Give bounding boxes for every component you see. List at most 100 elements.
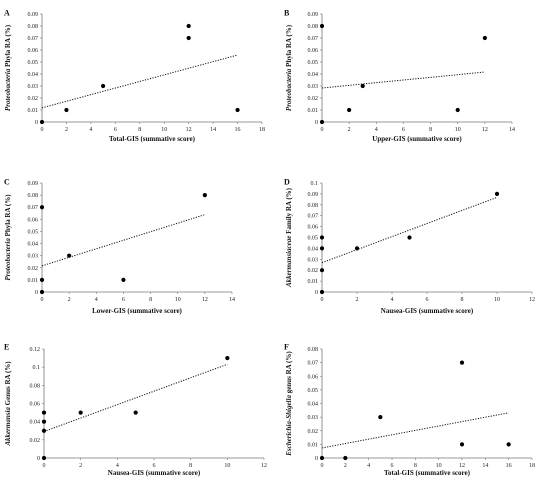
x-tick-label: 12: [202, 297, 208, 303]
y-tick-label: 0.03: [308, 415, 319, 421]
trendline: [41, 54, 238, 109]
y-tick-label: 0.01: [308, 442, 319, 448]
x-tick-label: 16: [506, 463, 512, 469]
panel-a: A 0 0.01 0.02 0.03 0.04 0.05 0.06 0.07 0.08 0.09 0 2…: [4, 9, 265, 143]
y-axis-title-measure: Phyla RA (%): [4, 24, 12, 68]
trendline: [321, 412, 509, 449]
y-tick-label: 0: [37, 456, 40, 462]
data-point: [41, 455, 47, 461]
y-tick-label: 0.08: [28, 24, 39, 30]
panel-letter: D: [284, 178, 290, 187]
panel-letter: B: [284, 9, 290, 18]
x-tick-label: 14: [482, 463, 488, 469]
y-tick-label: 0.08: [30, 383, 41, 389]
data-point: [101, 83, 106, 89]
x-tick-label: 4: [391, 297, 394, 303]
y-tick-label: 0: [315, 456, 318, 462]
panel-c: C 0 0.01 0.02 0.03 0.04 0.05 0.06 0.07 0.08 0.09 0 2…: [4, 178, 235, 315]
x-axis-title: Nausea-GIS (summative score): [108, 469, 201, 477]
y-axis-title: Proteobacteria Phyla RA (%): [285, 24, 293, 111]
x-tick-label: 8: [429, 127, 432, 133]
data-point: [455, 107, 460, 113]
x-tick-label: 8: [149, 297, 152, 303]
x-tick-label: 6: [153, 463, 156, 469]
x-tick-label: 14: [210, 127, 216, 133]
y-tick-label: 0.1: [311, 181, 319, 187]
y-tick-label: 0.03: [28, 84, 39, 90]
trendline: [321, 196, 498, 264]
data-point: [319, 23, 325, 29]
y-tick-label: 0.01: [308, 279, 319, 285]
x-tick-label: 10: [175, 297, 181, 303]
data-point: [41, 419, 47, 424]
data-point: [319, 119, 325, 125]
data-point: [39, 119, 45, 125]
x-tick-label: 4: [89, 127, 92, 133]
x-tick-label: 18: [259, 127, 265, 133]
x-tick-label: 8: [461, 297, 464, 303]
x-tick-label: 2: [79, 463, 82, 469]
x-tick-label: 4: [367, 463, 370, 469]
y-tick-label: 0.06: [30, 402, 41, 408]
y-axis-title-taxon: Akkermansiaceae: [285, 236, 293, 288]
data-point: [186, 35, 191, 41]
y-tick-label: 0.04: [308, 72, 319, 78]
x-tick-label: 12: [482, 127, 488, 133]
y-tick-label: 0.12: [30, 347, 41, 353]
data-point: [459, 442, 465, 447]
data-point: [41, 410, 47, 415]
y-tick-label: 0.05: [308, 388, 319, 394]
panel-f: F 0 0.01 0.02 0.03 0.04 0.05 0.06 0.07 0.08 0 2 4 6 8 1…: [284, 343, 535, 477]
data-point: [235, 107, 240, 113]
x-tick-label: 0: [321, 297, 324, 303]
y-axis-title-taxon: Escherichia-Shigella: [285, 395, 293, 457]
x-axis-title: Total-GIS (summative score): [109, 135, 196, 143]
y-axis-title: Proteobacteria Phyla RA (%): [4, 194, 12, 281]
data-point: [319, 246, 325, 251]
x-tick-label: 18: [529, 463, 535, 469]
x-tick-label: 6: [114, 127, 117, 133]
data-point: [506, 442, 511, 447]
data-point: [39, 289, 45, 295]
panel-d: D 0 0.01 0.02 0.03 0.04 0.05 0.06 0.07 0.08 0.09 0.…: [284, 178, 535, 315]
y-tick-label: 0.04: [30, 420, 41, 426]
x-tick-label: 2: [65, 127, 68, 133]
x-tick-label: 0: [321, 127, 324, 133]
data-point: [347, 107, 352, 113]
panel-letter: E: [4, 343, 9, 352]
y-tick-label: 0.02: [308, 96, 319, 102]
x-tick-label: 2: [344, 463, 347, 469]
y-axis-title-measure: Phyla RA (%): [4, 194, 12, 238]
y-tick-label: 0: [315, 120, 318, 126]
y-tick-label: 0.06: [28, 217, 39, 223]
y-tick-label: 0.04: [28, 72, 39, 78]
y-tick-label: 0.03: [308, 84, 319, 90]
y-tick-label: 0.01: [28, 108, 39, 114]
data-point: [494, 191, 500, 196]
x-tick-label: 0: [321, 463, 324, 469]
y-tick-label: 0.05: [308, 236, 319, 242]
y-tick-label: 0.06: [308, 225, 319, 231]
data-point: [67, 253, 72, 258]
y-tick-label: 0.04: [28, 242, 39, 248]
y-tick-label: 0.09: [308, 12, 319, 18]
y-tick-label: 0.02: [308, 268, 319, 274]
y-axis-title: Escherichia-Shigella genus RA (%): [285, 351, 293, 457]
trendline: [43, 363, 228, 432]
data-point: [482, 35, 487, 41]
data-point: [121, 277, 126, 282]
y-tick-label: 0.07: [308, 214, 319, 220]
x-tick-label: 12: [261, 463, 267, 469]
y-tick-label: 0.05: [28, 60, 39, 66]
y-tick-label: 0.04: [308, 402, 319, 408]
x-tick-label: 16: [235, 127, 241, 133]
data-point: [378, 415, 383, 420]
y-tick-label: 0.03: [28, 254, 39, 260]
y-tick-label: 0.02: [28, 96, 39, 102]
x-tick-label: 4: [95, 297, 98, 303]
y-tick-label: 0: [35, 290, 38, 296]
y-axis-title-measure: genus RA (%): [285, 351, 293, 395]
y-tick-label: 0.01: [28, 278, 39, 284]
data-point: [64, 107, 69, 113]
